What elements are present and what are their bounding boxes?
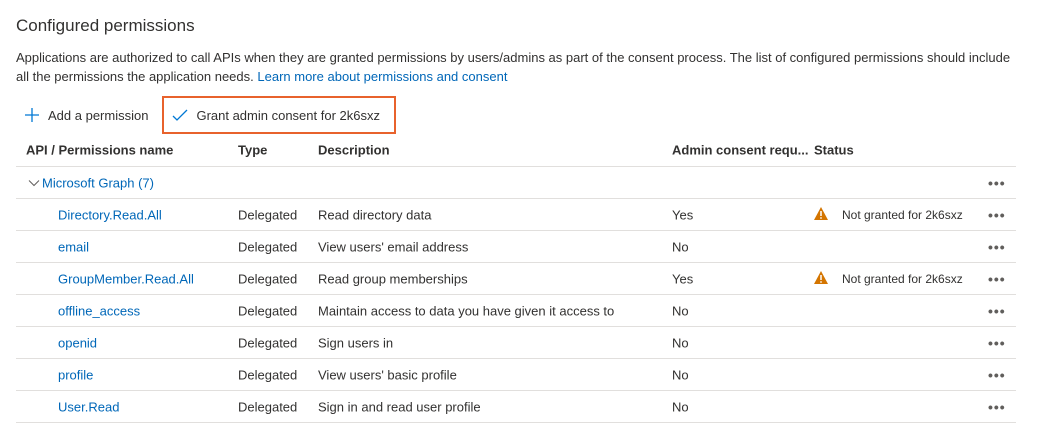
more-icon[interactable]: •••: [988, 174, 1006, 191]
learn-more-link[interactable]: Learn more about permissions and consent: [257, 69, 508, 84]
warning-icon: [814, 270, 828, 287]
group-link[interactable]: Microsoft Graph (7): [42, 175, 154, 190]
description-cell: View users' email address: [318, 239, 469, 254]
permission-link[interactable]: offline_access: [58, 303, 141, 318]
table-row: openid Delegated Sign users in No •••: [16, 327, 1016, 359]
more-icon[interactable]: •••: [988, 270, 1006, 287]
permission-link[interactable]: GroupMember.Read.All: [58, 271, 194, 286]
permission-link[interactable]: email: [58, 239, 90, 254]
more-icon[interactable]: •••: [988, 206, 1006, 223]
table-row: User.Read Delegated Sign in and read use…: [16, 391, 1016, 423]
admin-consent-cell: Yes: [672, 271, 694, 286]
checkmark-icon: [172, 109, 188, 121]
status-cell: Not granted for 2k6sxz: [842, 207, 963, 222]
table-header: API / Permissions name Type Description …: [16, 134, 1016, 167]
add-permission-button[interactable]: Add a permission: [16, 96, 156, 134]
more-icon[interactable]: •••: [988, 302, 1006, 319]
chevron-down-icon[interactable]: [28, 175, 40, 190]
table-row: Directory.Read.All Delegated Read direct…: [16, 199, 1016, 231]
status-cell: Not granted for 2k6sxz: [842, 271, 963, 286]
description-cell: Sign in and read user profile: [318, 399, 481, 414]
admin-consent-cell: No: [672, 239, 689, 254]
more-icon[interactable]: •••: [988, 238, 1006, 255]
type-cell: Delegated: [238, 399, 298, 414]
permission-link[interactable]: profile: [58, 367, 94, 382]
description-cell: Read directory data: [318, 207, 432, 222]
admin-consent-cell: Yes: [672, 207, 694, 222]
type-cell: Delegated: [238, 271, 298, 286]
plus-icon: [25, 108, 39, 122]
intro-body: Applications are authorized to call APIs…: [16, 50, 1011, 84]
warning-icon: [814, 206, 828, 223]
type-cell: Delegated: [238, 367, 298, 382]
grant-admin-consent-label: Grant admin consent for 2k6sxz: [196, 107, 380, 123]
col-name[interactable]: API / Permissions name: [26, 142, 174, 158]
more-icon[interactable]: •••: [988, 334, 1006, 351]
description-cell: Read group memberships: [318, 271, 468, 286]
type-cell: Delegated: [238, 207, 298, 222]
col-admin-consent[interactable]: Admin consent requ...: [672, 142, 809, 158]
toolbar: Add a permission Grant admin consent for…: [16, 96, 396, 134]
permission-link[interactable]: Directory.Read.All: [58, 207, 162, 222]
permissions-table: API / Permissions name Type Description …: [16, 134, 1016, 423]
page-title: Configured permissions: [16, 16, 195, 35]
more-icon[interactable]: •••: [988, 366, 1006, 383]
type-cell: Delegated: [238, 239, 298, 254]
description-cell: View users' basic profile: [318, 367, 457, 382]
table-row: GroupMember.Read.All Delegated Read grou…: [16, 263, 1016, 295]
table-row: profile Delegated View users' basic prof…: [16, 359, 1016, 391]
grant-admin-consent-button[interactable]: Grant admin consent for 2k6sxz: [162, 96, 396, 134]
type-cell: Delegated: [238, 303, 298, 318]
admin-consent-cell: No: [672, 335, 689, 350]
col-type[interactable]: Type: [238, 142, 268, 158]
add-permission-label: Add a permission: [48, 107, 149, 123]
group-row[interactable]: Microsoft Graph (7) •••: [16, 167, 1016, 199]
table-row: offline_access Delegated Maintain access…: [16, 295, 1016, 327]
col-status[interactable]: Status: [814, 142, 854, 158]
table-row: email Delegated View users' email addres…: [16, 231, 1016, 263]
admin-consent-cell: No: [672, 399, 689, 414]
admin-consent-cell: No: [672, 303, 689, 318]
permission-link[interactable]: User.Read: [58, 399, 120, 414]
description-cell: Sign users in: [318, 335, 394, 350]
permission-link[interactable]: openid: [58, 335, 98, 350]
intro-text: Applications are authorized to call APIs…: [16, 48, 1026, 86]
col-description[interactable]: Description: [318, 142, 390, 158]
description-cell: Maintain access to data you have given i…: [318, 303, 615, 318]
more-icon[interactable]: •••: [988, 398, 1006, 415]
type-cell: Delegated: [238, 335, 298, 350]
admin-consent-cell: No: [672, 367, 689, 382]
